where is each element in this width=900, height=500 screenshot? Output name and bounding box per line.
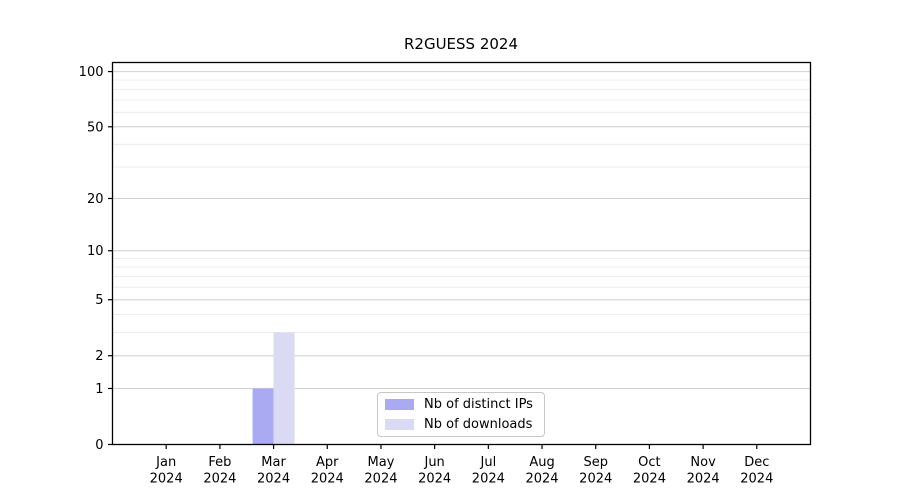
x-tick-label: Feb 2024 bbox=[203, 455, 236, 487]
x-tick-label: Oct 2024 bbox=[633, 455, 666, 487]
legend: Nb of distinct IPs Nb of downloads bbox=[377, 392, 545, 437]
x-tick-label: Mar 2024 bbox=[257, 455, 290, 487]
bar-downloads-mar bbox=[273, 332, 295, 445]
legend-swatch-distinct-ips-icon bbox=[385, 399, 414, 410]
plot-frame bbox=[111, 61, 812, 446]
y-tick-label: 10 bbox=[87, 244, 104, 259]
legend-item-distinct-ips: Nb of distinct IPs bbox=[385, 396, 544, 414]
legend-item-downloads: Nb of downloads bbox=[385, 416, 544, 434]
x-tick-label: Aug 2024 bbox=[525, 455, 558, 487]
y-tick-label: 1 bbox=[95, 382, 103, 397]
x-tick-label: Dec 2024 bbox=[740, 455, 773, 487]
y-tick-label: 5 bbox=[95, 293, 103, 308]
x-tick-label: Apr 2024 bbox=[311, 455, 344, 487]
y-tick-label: 2 bbox=[95, 349, 103, 364]
y-tick-label: 20 bbox=[87, 192, 104, 207]
bar-distinct-ips-mar bbox=[252, 388, 274, 445]
x-tick-label: Nov 2024 bbox=[687, 455, 720, 487]
x-tick-label: Sep 2024 bbox=[579, 455, 612, 487]
x-tick-label: May 2024 bbox=[364, 455, 397, 487]
x-tick-label: Jul 2024 bbox=[472, 455, 505, 487]
chart-title: R2GUESS 2024 bbox=[403, 35, 519, 53]
y-tick-label: 100 bbox=[79, 65, 104, 80]
legend-swatch-downloads-icon bbox=[385, 419, 414, 430]
legend-label-downloads: Nb of downloads bbox=[424, 417, 533, 432]
legend-label-distinct-ips: Nb of distinct IPs bbox=[424, 397, 533, 412]
x-tick-label: Jan 2024 bbox=[150, 455, 183, 487]
y-tick-label: 0 bbox=[95, 438, 103, 453]
x-tick-label: Jun 2024 bbox=[418, 455, 451, 487]
y-tick-label: 50 bbox=[87, 120, 104, 135]
